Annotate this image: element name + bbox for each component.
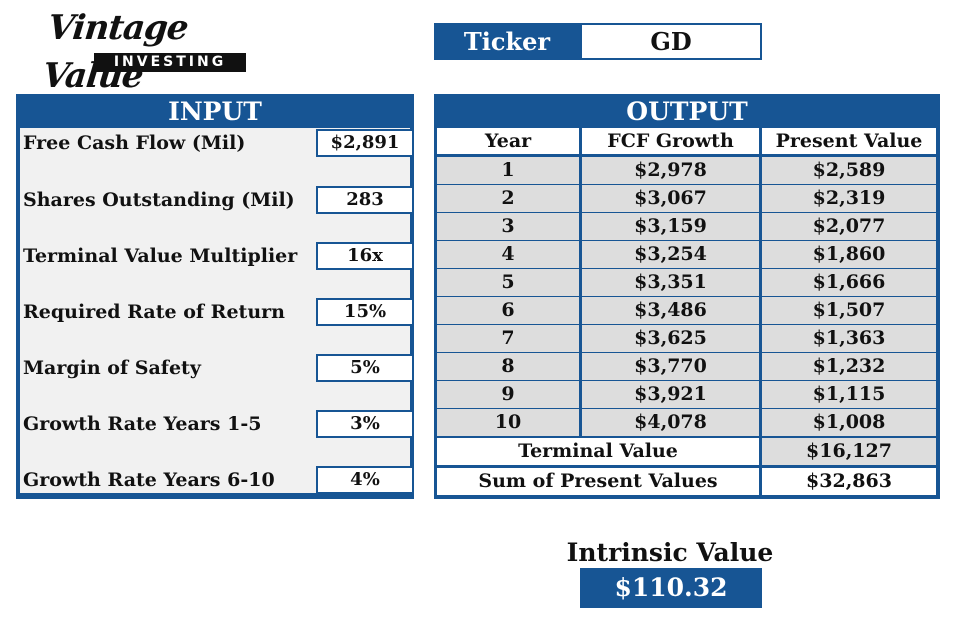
required-return-field[interactable]: 15% <box>316 298 414 326</box>
fcf-growth-cell: $3,067 <box>582 185 759 212</box>
input-panel: INPUT Free Cash Flow (Mil) $2,891 Shares… <box>16 94 414 499</box>
growth-rate-1-5-field[interactable]: 3% <box>316 410 414 438</box>
fcf-growth-cell: $4,078 <box>582 409 759 436</box>
input-label: Terminal Value Multiplier <box>23 245 298 267</box>
fcf-growth-cell: $3,159 <box>582 213 759 240</box>
present-value-cell: $1,507 <box>762 297 936 324</box>
ticker-label: Ticker <box>434 23 580 60</box>
input-row-free-cash-flow: Free Cash Flow (Mil) $2,891 <box>20 128 414 158</box>
fcf-growth-cell: $3,625 <box>582 325 759 352</box>
intrinsic-value-result: $110.32 <box>580 568 762 608</box>
output-panel: OUTPUT Year FCF Growth Present Value 1 $2… <box>434 94 940 499</box>
terminal-multiplier-field[interactable]: 16x <box>316 242 414 270</box>
fcf-growth-cell: $3,921 <box>582 381 759 408</box>
input-label: Growth Rate Years 6-10 <box>23 469 275 491</box>
input-label: Growth Rate Years 1-5 <box>23 413 262 435</box>
present-value-cell: $1,363 <box>762 325 936 352</box>
fcf-growth-cell: $2,978 <box>582 157 759 184</box>
input-label: Shares Outstanding (Mil) <box>23 189 295 211</box>
input-row-terminal-multiplier: Terminal Value Multiplier 16x <box>20 241 414 271</box>
year-cell: 5 <box>437 269 579 296</box>
header-fcf-growth: FCF Growth <box>582 128 759 154</box>
year-cell: 1 <box>437 157 579 184</box>
fcf-growth-cell: $3,351 <box>582 269 759 296</box>
header-present-value: Present Value <box>762 128 936 154</box>
year-cell: 9 <box>437 381 579 408</box>
input-row-growth-6-10: Growth Rate Years 6-10 4% <box>20 465 414 495</box>
ticker-input[interactable]: GD <box>580 23 762 60</box>
input-title: INPUT <box>168 97 262 126</box>
present-value-cell: $1,232 <box>762 353 936 380</box>
present-value-cell: $1,008 <box>762 409 936 436</box>
year-cell: 10 <box>437 409 579 436</box>
present-value-cell: $1,666 <box>762 269 936 296</box>
input-label: Margin of Safety <box>23 357 201 379</box>
present-value-cell: $2,077 <box>762 213 936 240</box>
input-label: Free Cash Flow (Mil) <box>23 132 246 154</box>
input-row-required-return: Required Rate of Return 15% <box>20 297 414 327</box>
logo-script-text: Vintage Value <box>40 8 190 96</box>
fcf-growth-cell: $3,486 <box>582 297 759 324</box>
fcf-growth-cell: $3,254 <box>582 241 759 268</box>
present-value-cell: $2,589 <box>762 157 936 184</box>
year-cell: 3 <box>437 213 579 240</box>
year-cell: 6 <box>437 297 579 324</box>
margin-of-safety-field[interactable]: 5% <box>316 354 414 382</box>
year-cell: 4 <box>437 241 579 268</box>
output-table: Year FCF Growth Present Value 1 $2,978 $2,… <box>437 128 936 495</box>
year-cell: 2 <box>437 185 579 212</box>
header-year: Year <box>437 128 579 154</box>
terminal-value-cell: $16,127 <box>762 438 936 465</box>
input-row-growth-1-5: Growth Rate Years 1-5 3% <box>20 409 414 439</box>
input-fields: Free Cash Flow (Mil) $2,891 Shares Outst… <box>20 128 414 495</box>
free-cash-flow-field[interactable]: $2,891 <box>316 129 414 157</box>
year-cell: 7 <box>437 325 579 352</box>
input-row-margin-of-safety: Margin of Safety 5% <box>20 353 414 383</box>
output-title: OUTPUT <box>626 97 748 126</box>
year-cell: 8 <box>437 353 579 380</box>
sum-present-values-cell: $32,863 <box>762 468 936 495</box>
sum-present-values-label: Sum of Present Values <box>437 468 759 495</box>
input-label: Required Rate of Return <box>23 301 285 323</box>
fcf-growth-cell: $3,770 <box>582 353 759 380</box>
logo-investing-bar: INVESTING <box>94 53 246 72</box>
input-row-shares-outstanding: Shares Outstanding (Mil) 283 <box>20 185 414 215</box>
present-value-cell: $1,115 <box>762 381 936 408</box>
shares-outstanding-field[interactable]: 283 <box>316 186 414 214</box>
present-value-cell: $1,860 <box>762 241 936 268</box>
terminal-value-label: Terminal Value <box>437 438 759 465</box>
intrinsic-value-label: Intrinsic Value <box>566 538 774 567</box>
growth-rate-6-10-field[interactable]: 4% <box>316 466 414 494</box>
present-value-cell: $2,319 <box>762 185 936 212</box>
